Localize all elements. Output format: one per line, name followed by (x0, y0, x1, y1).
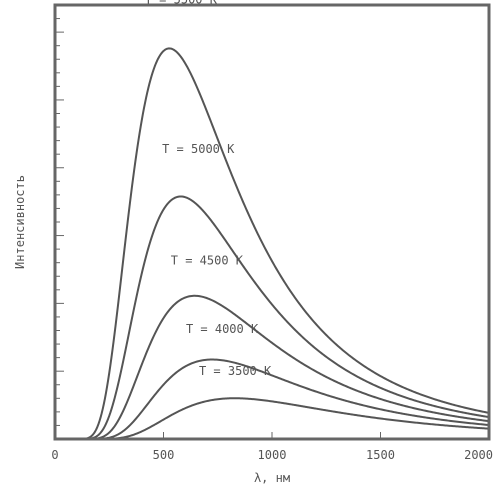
curves-group (82, 47, 490, 440)
x-tick-label: 500 (153, 448, 175, 462)
curve-5500k (82, 47, 490, 440)
x-tick-label: 1000 (258, 448, 287, 462)
curve-4000k (82, 358, 490, 440)
x-tick-label: 2000 (464, 448, 493, 462)
curve-label-5000k: T = 5000 K (162, 142, 235, 156)
x-axis-label: λ, нм (254, 471, 290, 485)
curve-3500k (82, 397, 490, 440)
x-axis-ticks: 0 500 1000 1500 2000 (51, 432, 493, 462)
curve-4500k (82, 294, 490, 440)
curve-label-4500k: T = 4500 K (171, 254, 244, 268)
curve-label-3500k: T = 3500 K (199, 364, 272, 378)
plot-frame (53, 3, 491, 441)
x-tick-label: 1500 (366, 448, 395, 462)
curve-label-5500k: T = 5500 K (145, 0, 218, 6)
y-axis-label: Интенсивность (13, 175, 27, 269)
curve-labels-group: T = 3500 K T = 4000 K T = 4500 K T = 5000 K… (145, 0, 272, 378)
curve-label-4000k: T = 4000 K (186, 322, 259, 336)
x-tick-label: 0 (51, 448, 58, 462)
curve-5000k (82, 195, 490, 440)
